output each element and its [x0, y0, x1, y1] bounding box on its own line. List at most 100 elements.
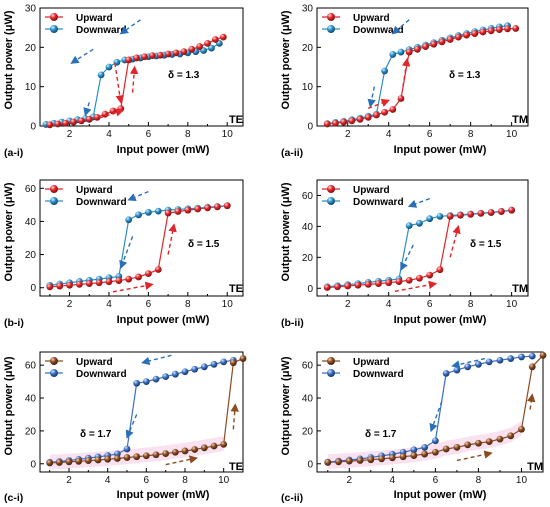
- legend-upward-marker: [50, 13, 58, 21]
- upward-point: [323, 120, 331, 128]
- y-tick-label: 20: [25, 426, 37, 437]
- upward-point: [479, 28, 487, 36]
- downward-line: [327, 25, 508, 125]
- upward-point: [508, 206, 516, 214]
- upward-point: [464, 441, 472, 449]
- upward-point: [378, 455, 385, 463]
- x-tick-label: 2: [67, 299, 73, 310]
- x-tick-label: 10: [506, 299, 518, 310]
- downward-point: [453, 366, 461, 374]
- y-axis-title: Output power (μW): [280, 182, 292, 281]
- upward-point: [348, 117, 356, 125]
- upward-point: [229, 359, 237, 367]
- legend-downward-label: Downward: [353, 197, 404, 208]
- x-tick-label: 2: [347, 475, 353, 486]
- upward-point: [475, 439, 482, 447]
- downward-point: [436, 212, 444, 220]
- upward-point: [487, 209, 495, 216]
- y-tick-label: 40: [302, 222, 314, 233]
- upward-point: [356, 115, 364, 123]
- upward-point: [354, 281, 362, 289]
- panel-label: (c-ii): [281, 492, 303, 504]
- downward-point: [389, 51, 397, 58]
- upward-point: [213, 203, 221, 211]
- x-axis-title: Input power (mW): [394, 489, 487, 501]
- x-tick-label: 8: [468, 299, 474, 310]
- legend-downward-label: Downward: [353, 25, 404, 36]
- upward-point: [70, 118, 77, 126]
- y-axis-title: Output power (μW): [280, 10, 292, 109]
- upward-point: [148, 52, 156, 59]
- downward-point: [416, 219, 423, 227]
- upward-point: [332, 119, 339, 127]
- delta-annotation: δ = 1.3: [449, 70, 481, 81]
- legend-downward-marker: [50, 197, 58, 205]
- upward-point: [144, 270, 152, 278]
- upward-point: [446, 36, 454, 43]
- x-tick-label: 10: [218, 475, 230, 486]
- upward-point: [172, 49, 180, 57]
- upward-point: [334, 283, 341, 291]
- upward-point: [487, 27, 495, 35]
- x-tick-label: 8: [468, 129, 474, 140]
- upward-point: [141, 53, 148, 61]
- y-tick-label: 20: [302, 426, 314, 437]
- panel-a-i: Output power (μW) Input power (mW) (a-i)…: [3, 10, 243, 159]
- upward-point: [56, 282, 64, 290]
- upward-point: [133, 54, 140, 62]
- downward-point: [528, 352, 536, 360]
- mode-label: TM: [527, 461, 543, 473]
- downward-point: [133, 379, 141, 387]
- upward-point: [152, 451, 160, 459]
- upward-point: [453, 443, 461, 451]
- x-tick-label: 2: [67, 129, 73, 140]
- downward-point: [518, 353, 525, 361]
- upward-point: [356, 457, 364, 464]
- upward-point: [496, 435, 504, 443]
- y-tick-label: 20: [25, 250, 37, 261]
- upward-point: [113, 455, 121, 462]
- downward-point: [475, 360, 482, 368]
- x-tick-label: 4: [386, 299, 392, 310]
- y-tick-label: 40: [25, 217, 37, 228]
- upward-point: [125, 56, 133, 64]
- direction-arrow: [70, 48, 94, 64]
- mode-label: TE: [229, 283, 243, 295]
- legend-downward-label: Downward: [76, 25, 127, 36]
- direction-arrow: [407, 197, 430, 208]
- upward-point: [388, 454, 396, 462]
- upward-point: [95, 279, 103, 287]
- x-tick-label: 6: [427, 129, 433, 140]
- legend-upward-label: Upward: [76, 185, 113, 196]
- x-axis-title: Input power (mW): [117, 489, 210, 501]
- plot-frame: [316, 351, 544, 473]
- legend-upward-label: Upward: [353, 185, 390, 196]
- downward-point: [426, 215, 434, 223]
- y-tick-label: 30: [302, 4, 314, 15]
- downward-point: [208, 44, 215, 52]
- direction-arrow: [165, 455, 198, 466]
- upward-point: [77, 117, 85, 125]
- upward-point: [477, 210, 485, 217]
- upward-point: [422, 43, 429, 50]
- upward-point: [156, 51, 164, 59]
- upward-point: [399, 453, 407, 461]
- downward-point: [431, 437, 439, 445]
- upward-point: [65, 458, 73, 466]
- x-tick-label: 6: [433, 475, 439, 486]
- y-tick-label: 0: [30, 459, 36, 470]
- panel-c-ii: Output power (μW) Input power (mW) (c-ii…: [280, 356, 543, 504]
- upward-point: [471, 30, 479, 37]
- upward-point: [518, 425, 525, 433]
- direction-arrow: [394, 280, 438, 293]
- legend-downward-marker: [50, 25, 58, 33]
- upward-point: [204, 40, 211, 47]
- y-tick-label: 0: [307, 459, 313, 470]
- upward-line: [327, 27, 516, 125]
- upward-point: [497, 208, 505, 215]
- upward-point: [430, 40, 438, 48]
- x-tick-label: 8: [185, 129, 191, 140]
- upward-point: [194, 205, 202, 213]
- y-tick-label: 0: [30, 122, 36, 133]
- y-axis-title: Output power (μW): [3, 356, 15, 455]
